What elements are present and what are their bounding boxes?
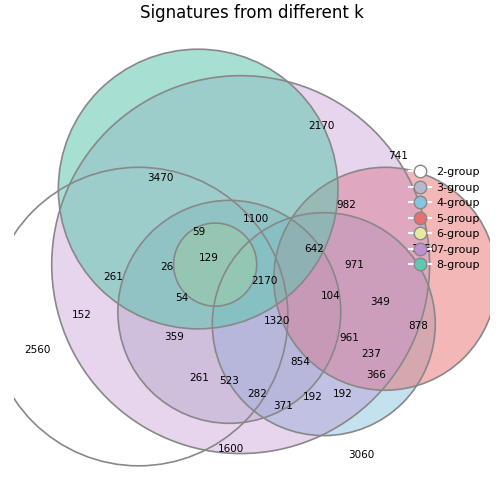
Text: 1600: 1600 xyxy=(218,444,244,454)
Text: 741: 741 xyxy=(389,151,408,161)
Circle shape xyxy=(212,213,435,435)
Text: 129: 129 xyxy=(199,253,218,263)
Text: 261: 261 xyxy=(189,373,209,383)
Text: 1650: 1650 xyxy=(412,243,438,254)
Text: 971: 971 xyxy=(344,260,364,270)
Text: 54: 54 xyxy=(175,293,188,303)
Text: 2170: 2170 xyxy=(251,276,278,286)
Circle shape xyxy=(58,49,338,329)
Text: 371: 371 xyxy=(273,401,293,411)
Text: 104: 104 xyxy=(321,291,340,301)
Text: 642: 642 xyxy=(304,243,324,254)
Text: 2170: 2170 xyxy=(308,121,334,131)
Text: 192: 192 xyxy=(333,389,353,399)
Circle shape xyxy=(52,76,429,454)
Circle shape xyxy=(118,201,341,423)
Text: 192: 192 xyxy=(302,392,323,402)
Text: 237: 237 xyxy=(361,349,381,359)
Text: 349: 349 xyxy=(370,297,391,307)
Text: 282: 282 xyxy=(248,389,268,399)
Text: 3060: 3060 xyxy=(348,451,374,461)
Text: 3470: 3470 xyxy=(147,173,173,183)
Circle shape xyxy=(173,223,257,306)
Legend: 2-group, 3-group, 4-group, 5-group, 6-group, 7-group, 8-group: 2-group, 3-group, 4-group, 5-group, 6-gr… xyxy=(404,163,484,275)
Text: 2560: 2560 xyxy=(24,345,51,355)
Text: 366: 366 xyxy=(366,370,386,380)
Text: 59: 59 xyxy=(193,227,206,236)
Text: 1320: 1320 xyxy=(264,317,290,326)
Title: Signatures from different k: Signatures from different k xyxy=(140,4,364,22)
Text: 261: 261 xyxy=(103,272,123,282)
Text: 26: 26 xyxy=(160,263,173,273)
Text: 854: 854 xyxy=(290,357,310,367)
Circle shape xyxy=(274,167,496,390)
Text: 359: 359 xyxy=(165,332,184,342)
Text: 982: 982 xyxy=(337,200,356,210)
Text: 1100: 1100 xyxy=(242,214,269,224)
Text: 152: 152 xyxy=(72,309,92,320)
Text: 878: 878 xyxy=(408,321,428,331)
Text: 523: 523 xyxy=(219,376,239,386)
Text: 961: 961 xyxy=(339,333,359,343)
